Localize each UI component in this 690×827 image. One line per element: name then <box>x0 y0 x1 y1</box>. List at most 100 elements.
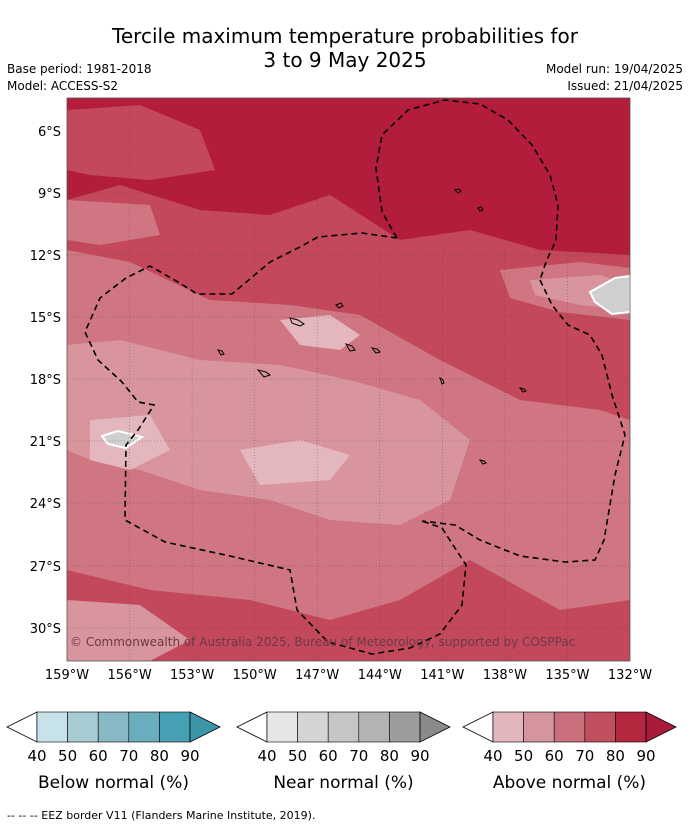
legend-group-label: Near normal (%) <box>273 773 413 793</box>
island-marker <box>256 369 272 378</box>
map-frame <box>66 97 631 662</box>
legend-tick-label: 60 <box>89 747 108 765</box>
legend-tick-label: 50 <box>58 747 77 765</box>
legend-tick-label: 80 <box>380 747 399 765</box>
latitude-tick-label: 21°S <box>30 435 61 450</box>
legend-group-label: Above normal (%) <box>493 773 646 793</box>
legend-tick-label: 90 <box>180 747 199 765</box>
base-period-label: Base period: 1981-2018 <box>7 62 152 76</box>
longitude-tick-label: 150°W <box>233 668 277 683</box>
latitude-tick-label: 24°S <box>30 497 61 512</box>
island-marker <box>335 302 344 309</box>
legend-min-extension <box>6 711 38 743</box>
map-title-line-2: 3 to 9 May 2025 <box>263 48 427 72</box>
legend-tick-label: 60 <box>319 747 338 765</box>
forecast-map: © Commonwealth of Australia 2025, Bureau… <box>30 97 652 683</box>
legend-color-swatch <box>358 711 390 743</box>
legend-color-swatch <box>128 711 160 743</box>
latitude-tick-label: 6°S <box>38 125 61 140</box>
above-60-70-patch-west <box>67 200 160 245</box>
legend-color-swatch <box>584 711 616 743</box>
longitude-tick-label: 135°W <box>545 668 589 683</box>
legend-tick-label: 40 <box>257 747 276 765</box>
legend-color-swatch <box>67 711 99 743</box>
latitude-tick-label: 12°S <box>30 249 61 264</box>
legend-tick-label: 40 <box>483 747 502 765</box>
legend-tick-label: 70 <box>119 747 138 765</box>
longitude-tick-label: 153°W <box>170 668 214 683</box>
near-normal-70-80-patch-east <box>588 274 630 316</box>
legend-min-extension <box>462 711 494 743</box>
longitude-axis: 159°W 156°W 153°W 150°W 147°W 144°W 141°W 138°W… <box>45 668 652 683</box>
legend-color-swatch <box>159 711 191 743</box>
eez-border-cook-islands <box>84 232 467 655</box>
longitude-tick-label: 132°W <box>608 668 652 683</box>
island-marker <box>370 347 381 354</box>
longitude-tick-label: 159°W <box>45 668 89 683</box>
legend-color-swatch <box>297 711 329 743</box>
eez-border-kiribati <box>375 99 559 281</box>
island-marker <box>478 459 487 465</box>
legend: 40 50 60 70 80 90 Below normal (%) 40 50 60 70 80 90… <box>6 711 677 793</box>
eez-border-french-polynesia <box>421 279 626 563</box>
legend-color-swatch <box>389 711 421 743</box>
longitude-tick-label: 156°W <box>108 668 152 683</box>
legend-colorbar-group: 40 50 60 70 80 90 Below normal (%) <box>6 711 221 793</box>
legend-color-swatch <box>266 711 298 743</box>
legend-color-swatch <box>327 711 360 743</box>
graticule <box>67 98 630 661</box>
latitude-tick-label: 15°S <box>30 311 61 326</box>
legend-max-extension <box>189 711 221 743</box>
legend-color-swatch <box>523 711 555 743</box>
longitude-tick-label: 141°W <box>420 668 464 683</box>
island-marker <box>216 349 225 356</box>
eez-borders <box>84 99 626 655</box>
latitude-tick-label: 18°S <box>30 373 61 388</box>
longitude-tick-label: 138°W <box>483 668 527 683</box>
legend-colorbar-group: 40 50 60 70 80 90 Above normal (%) <box>462 711 677 793</box>
probability-field <box>67 98 630 661</box>
legend-tick-label: 80 <box>150 747 169 765</box>
island-marker <box>289 317 305 327</box>
copyright-notice: © Commonwealth of Australia 2025, Bureau… <box>70 635 575 649</box>
islands <box>216 188 527 465</box>
legend-color-swatch <box>615 711 647 743</box>
eez-border-note: -- -- -- EEZ border V11 (Flanders Marine… <box>7 809 316 822</box>
legend-tick-label: 40 <box>27 747 46 765</box>
legend-max-extension <box>419 711 451 743</box>
map-title-line-1: Tercile maximum temperature probabilitie… <box>112 24 578 48</box>
island-marker <box>518 387 527 393</box>
above-40-50-patch-coast <box>280 315 360 350</box>
legend-min-extension <box>236 711 268 743</box>
above-40-50-patch-center <box>240 440 350 485</box>
legend-max-extension <box>645 711 677 743</box>
legend-tick-label: 50 <box>514 747 533 765</box>
above-50-60-patch-south <box>67 600 190 661</box>
legend-tick-label: 90 <box>636 747 655 765</box>
legend-tick-label: 60 <box>545 747 564 765</box>
legend-tick-label: 70 <box>349 747 368 765</box>
longitude-tick-label: 147°W <box>295 668 339 683</box>
latitude-axis: 6°S 9°S 12°S 15°S 18°S 21°S 24°S 27°S 30°S <box>30 125 61 637</box>
legend-tick-label: 90 <box>410 747 429 765</box>
island-marker <box>454 188 462 194</box>
legend-colorbar-group: 40 50 60 70 80 90 Near normal (%) <box>236 711 451 793</box>
latitude-tick-label: 27°S <box>30 560 61 575</box>
legend-tick-label: 70 <box>575 747 594 765</box>
legend-group-label: Below normal (%) <box>38 773 189 793</box>
island-marker <box>344 343 356 352</box>
latitude-tick-label: 30°S <box>30 622 61 637</box>
island-marker <box>439 376 445 385</box>
above-70-80-patch-north <box>67 105 215 180</box>
legend-tick-label: 80 <box>606 747 625 765</box>
legend-color-swatch <box>36 711 68 743</box>
legend-tick-label: 50 <box>288 747 307 765</box>
legend-color-swatch <box>97 711 130 743</box>
legend-color-swatch <box>553 711 586 743</box>
legend-color-swatch <box>492 711 524 743</box>
latitude-tick-label: 9°S <box>38 187 61 202</box>
above-50-60-region <box>67 340 470 525</box>
near-normal-70-80-patch-west <box>100 429 145 450</box>
model-label: Model: ACCESS-S2 <box>7 79 119 93</box>
longitude-tick-label: 144°W <box>358 668 402 683</box>
